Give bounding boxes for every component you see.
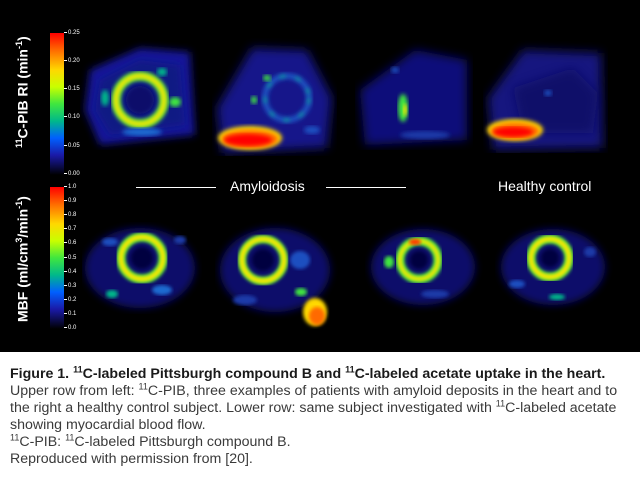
healthy-control-label: Healthy control bbox=[498, 178, 592, 194]
lower-tick: 1.0 bbox=[63, 184, 77, 190]
upper-color-scale-bar bbox=[50, 33, 64, 175]
pib-image-patient-3 bbox=[355, 40, 473, 150]
lower-axis-label: MBF (ml/cm3/min-1) bbox=[14, 196, 31, 322]
lower-tick: 0.3 bbox=[63, 283, 77, 289]
mbf-image-patient-1 bbox=[82, 222, 202, 314]
lower-tick: 0.2 bbox=[63, 297, 77, 303]
amyloidosis-rule-right bbox=[326, 187, 406, 188]
lower-tick: 0.7 bbox=[63, 226, 77, 232]
figure-panel: 11C-PIB RI (min-1) 0.25 0.20 0.15 0.10 0… bbox=[0, 0, 640, 352]
pib-image-healthy-control bbox=[483, 38, 608, 153]
upper-axis-label: 11C-PIB RI (min-1) bbox=[14, 36, 31, 148]
caption-abbreviation: 11C-PIB: 11C-labeled Pittsburgh compound… bbox=[10, 432, 291, 450]
upper-tick: 0.20 bbox=[64, 58, 80, 64]
mbf-image-patient-2 bbox=[215, 220, 340, 340]
upper-tick: 0.25 bbox=[64, 30, 80, 36]
upper-tick: 0.15 bbox=[64, 86, 80, 92]
figure-caption: Figure 1. 11C-labeled Pittsburgh compoun… bbox=[10, 364, 632, 468]
amyloidosis-label: Amyloidosis bbox=[230, 178, 305, 194]
upper-tick: 0.00 bbox=[64, 171, 80, 177]
upper-tick: 0.05 bbox=[64, 143, 80, 149]
caption-reproduction-note: Reproduced with permission from [20]. bbox=[10, 451, 253, 467]
lower-tick: 0.4 bbox=[63, 269, 77, 275]
upper-tick: 0.10 bbox=[64, 114, 80, 120]
upper-color-scale: 0.25 0.20 0.15 0.10 0.05 0.00 bbox=[50, 30, 80, 177]
lower-tick: 0.9 bbox=[63, 198, 77, 204]
caption-paragraph: Figure 1. 11C-labeled Pittsburgh compoun… bbox=[10, 364, 618, 433]
amyloidosis-rule-left bbox=[136, 187, 216, 188]
mbf-image-healthy-control bbox=[495, 222, 613, 317]
lower-tick: 0.1 bbox=[63, 311, 77, 317]
lower-tick: 0.0 bbox=[63, 325, 77, 331]
lower-color-scale-bar bbox=[50, 187, 64, 329]
caption-title: Figure 1. 11C-labeled Pittsburgh compoun… bbox=[10, 364, 606, 382]
lower-tick: 0.8 bbox=[63, 212, 77, 218]
lower-color-scale: 1.0 0.9 0.8 0.7 0.6 0.5 0.4 0.3 0.2 0.1 … bbox=[50, 184, 76, 331]
pib-image-patient-2 bbox=[212, 38, 337, 156]
lower-tick: 0.6 bbox=[63, 240, 77, 246]
mbf-image-patient-3 bbox=[365, 222, 483, 317]
pib-image-patient-1 bbox=[80, 40, 200, 150]
lower-tick: 0.5 bbox=[63, 255, 77, 261]
